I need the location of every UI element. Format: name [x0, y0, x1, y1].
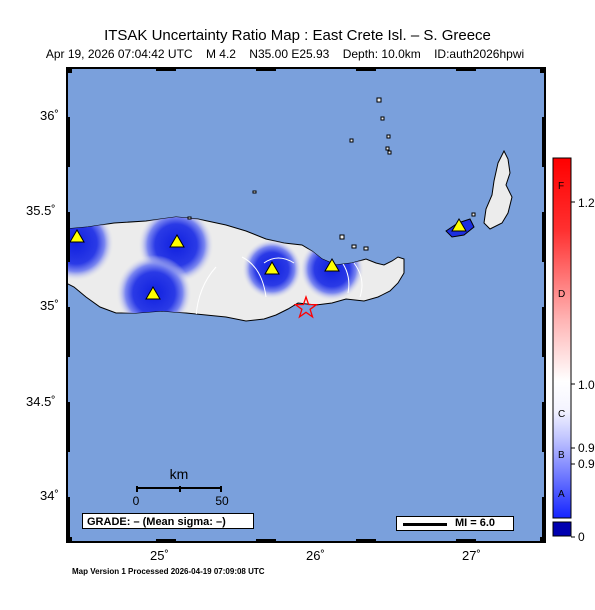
colorbar-grade-a: A [558, 489, 565, 500]
colorbar-value-1.0: 1.0 [578, 378, 595, 392]
colorbar-grade-c: C [558, 409, 566, 420]
lat-tick-34: 34˚ [40, 488, 59, 503]
map-subtitle: Apr 19, 2026 07:04:42 UTC M 4.2 N35.00 E… [0, 47, 570, 61]
star-epicenter-icon[interactable] [293, 295, 319, 319]
scale-bar: km 0 50 [133, 466, 229, 508]
colorbar-grade-d: D [558, 289, 566, 300]
mi-legend: MI = 6.0 [396, 516, 514, 531]
scale-bar-start: 0 [133, 494, 140, 508]
small-islets [187, 97, 476, 251]
map-border [66, 67, 546, 543]
lon-tick-26: 26˚ [306, 548, 325, 563]
station-markers [69, 218, 467, 300]
colorbar-grade-f: F [558, 181, 565, 192]
lon-tick-25: 25˚ [150, 548, 169, 563]
scale-bar-end: 50 [215, 494, 229, 508]
event-magnitude: M 4.2 [205, 47, 236, 61]
colorbar-value-0: 0 [578, 530, 585, 544]
grade-box: GRADE: – (Mean sigma: –) [82, 513, 254, 529]
event-location: N35.00 E25.93 [249, 47, 330, 61]
lon-tick-27: 27˚ [462, 548, 481, 563]
mi-legend-text: MI = 6.0 [455, 517, 496, 529]
map-title: ITSAK Uncertainty Ratio Map : East Crete… [104, 27, 491, 44]
colorbar-grade-b: B [558, 450, 565, 461]
uncertainty-colorbar [552, 157, 575, 538]
map-footer: Map Version 1 Processed 2026-04-19 07:09… [72, 567, 265, 576]
colorbar-value-0.9b: 0.9 [578, 457, 595, 471]
triangle-station-icon[interactable] [264, 261, 280, 275]
colorbar-value-1.2: 1.2 [578, 196, 595, 210]
triangle-station-icon[interactable] [69, 229, 85, 243]
colorbar-value-0.9a: 0.9 [578, 441, 595, 455]
lat-tick-35: 35˚ [40, 298, 59, 313]
map-panel[interactable]: km 0 50 [66, 67, 546, 543]
mi-legend-line [403, 523, 447, 526]
lat-tick-36: 36˚ [40, 108, 59, 123]
scale-bar-unit: km [170, 466, 189, 482]
event-datetime: Apr 19, 2026 07:04:42 UTC [45, 47, 193, 61]
triangle-station-icon[interactable] [145, 286, 161, 300]
triangle-station-icon[interactable] [169, 234, 185, 248]
karpathos-island [483, 149, 513, 230]
lat-tick-35.5: 35.5˚ [26, 203, 56, 218]
event-depth: Depth: 10.0km [342, 47, 421, 61]
event-id: ID:auth2026hpwi [434, 47, 525, 61]
triangle-station-icon[interactable] [324, 258, 340, 272]
triangle-station-icon[interactable] [451, 218, 467, 232]
lat-tick-34.5: 34.5˚ [26, 394, 56, 409]
